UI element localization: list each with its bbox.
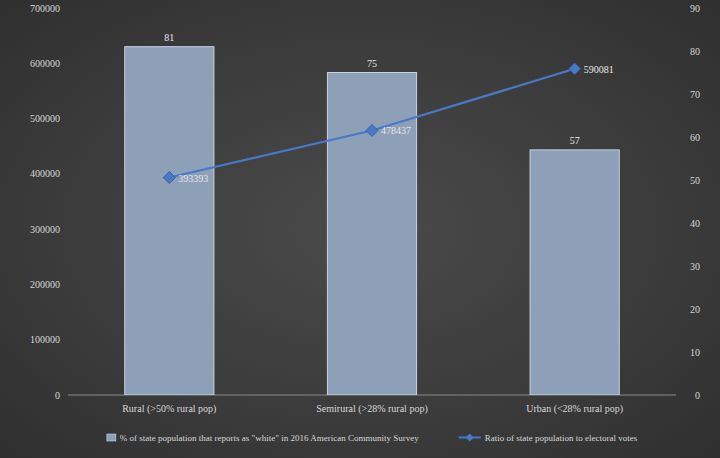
legend-label: % of state population that reports as "w… — [120, 433, 419, 443]
tick-mark — [64, 395, 68, 396]
y2-tick-label: 40 — [690, 218, 700, 229]
tick-mark — [676, 266, 680, 267]
line — [169, 69, 574, 178]
tick-mark — [676, 309, 680, 310]
y2-tick-label: 0 — [695, 390, 700, 401]
tick-mark — [64, 118, 68, 119]
y2-tick-label: 70 — [690, 89, 700, 100]
data-label: 393393 — [178, 173, 208, 184]
marker — [569, 63, 581, 75]
y-tick-label: 300000 — [30, 224, 60, 235]
data-label: 75 — [367, 58, 377, 69]
tick-mark — [676, 51, 680, 52]
marker — [163, 172, 175, 184]
tick-mark — [676, 180, 680, 181]
tick-mark — [64, 173, 68, 174]
legend-marker — [466, 434, 474, 442]
tick-mark — [64, 339, 68, 340]
tick-mark — [676, 137, 680, 138]
tick-mark — [64, 284, 68, 285]
marker — [366, 124, 378, 136]
data-label: 57 — [570, 135, 580, 146]
tick-mark — [676, 352, 680, 353]
chart: 0100000200000300000400000500000600000700… — [0, 0, 720, 458]
data-labels: 81 75 57 393393 478437 590081 — [164, 32, 613, 184]
y-tick-label: 200000 — [30, 279, 60, 290]
tick-mark — [64, 229, 68, 230]
data-label: 590081 — [584, 64, 614, 75]
tick-mark — [676, 223, 680, 224]
y-tick-label: 700000 — [30, 3, 60, 14]
data-label: 81 — [164, 32, 174, 43]
legend: % of state population that reports as "w… — [107, 433, 638, 443]
y2-tick-label: 90 — [690, 3, 700, 14]
x-tick-label: Rural (>50% rural pop) — [122, 403, 216, 415]
tick-mark — [64, 63, 68, 64]
bar — [530, 150, 619, 395]
legend-label: Ratio of state population to electoral v… — [485, 433, 638, 443]
tick-mark — [676, 8, 680, 9]
tick-mark — [676, 395, 680, 396]
y2-tick-label: 60 — [690, 132, 700, 143]
y2-tick-label: 20 — [690, 304, 700, 315]
x-tick-label: Urban (<28% rural pop) — [526, 403, 623, 415]
y2-tick-label: 10 — [690, 347, 700, 358]
legend-item: Ratio of state population to electoral v… — [459, 433, 638, 443]
y-tick-label: 100000 — [30, 334, 60, 345]
bar — [125, 47, 214, 395]
y-tick-label: 600000 — [30, 58, 60, 69]
y-tick-label: 0 — [55, 390, 60, 401]
legend-swatch — [107, 434, 116, 441]
plot-area — [125, 47, 620, 395]
y-tick-label: 500000 — [30, 113, 60, 124]
y2-tick-label: 80 — [690, 46, 700, 57]
tick-mark — [64, 8, 68, 9]
y2-tick-label: 50 — [690, 175, 700, 186]
x-tick-label: Semirural (>28% rural pop) — [316, 403, 427, 415]
y-tick-label: 400000 — [30, 168, 60, 179]
y2-tick-label: 30 — [690, 261, 700, 272]
data-label: 478437 — [381, 125, 411, 136]
legend-item: % of state population that reports as "w… — [107, 433, 419, 443]
tick-mark — [676, 94, 680, 95]
